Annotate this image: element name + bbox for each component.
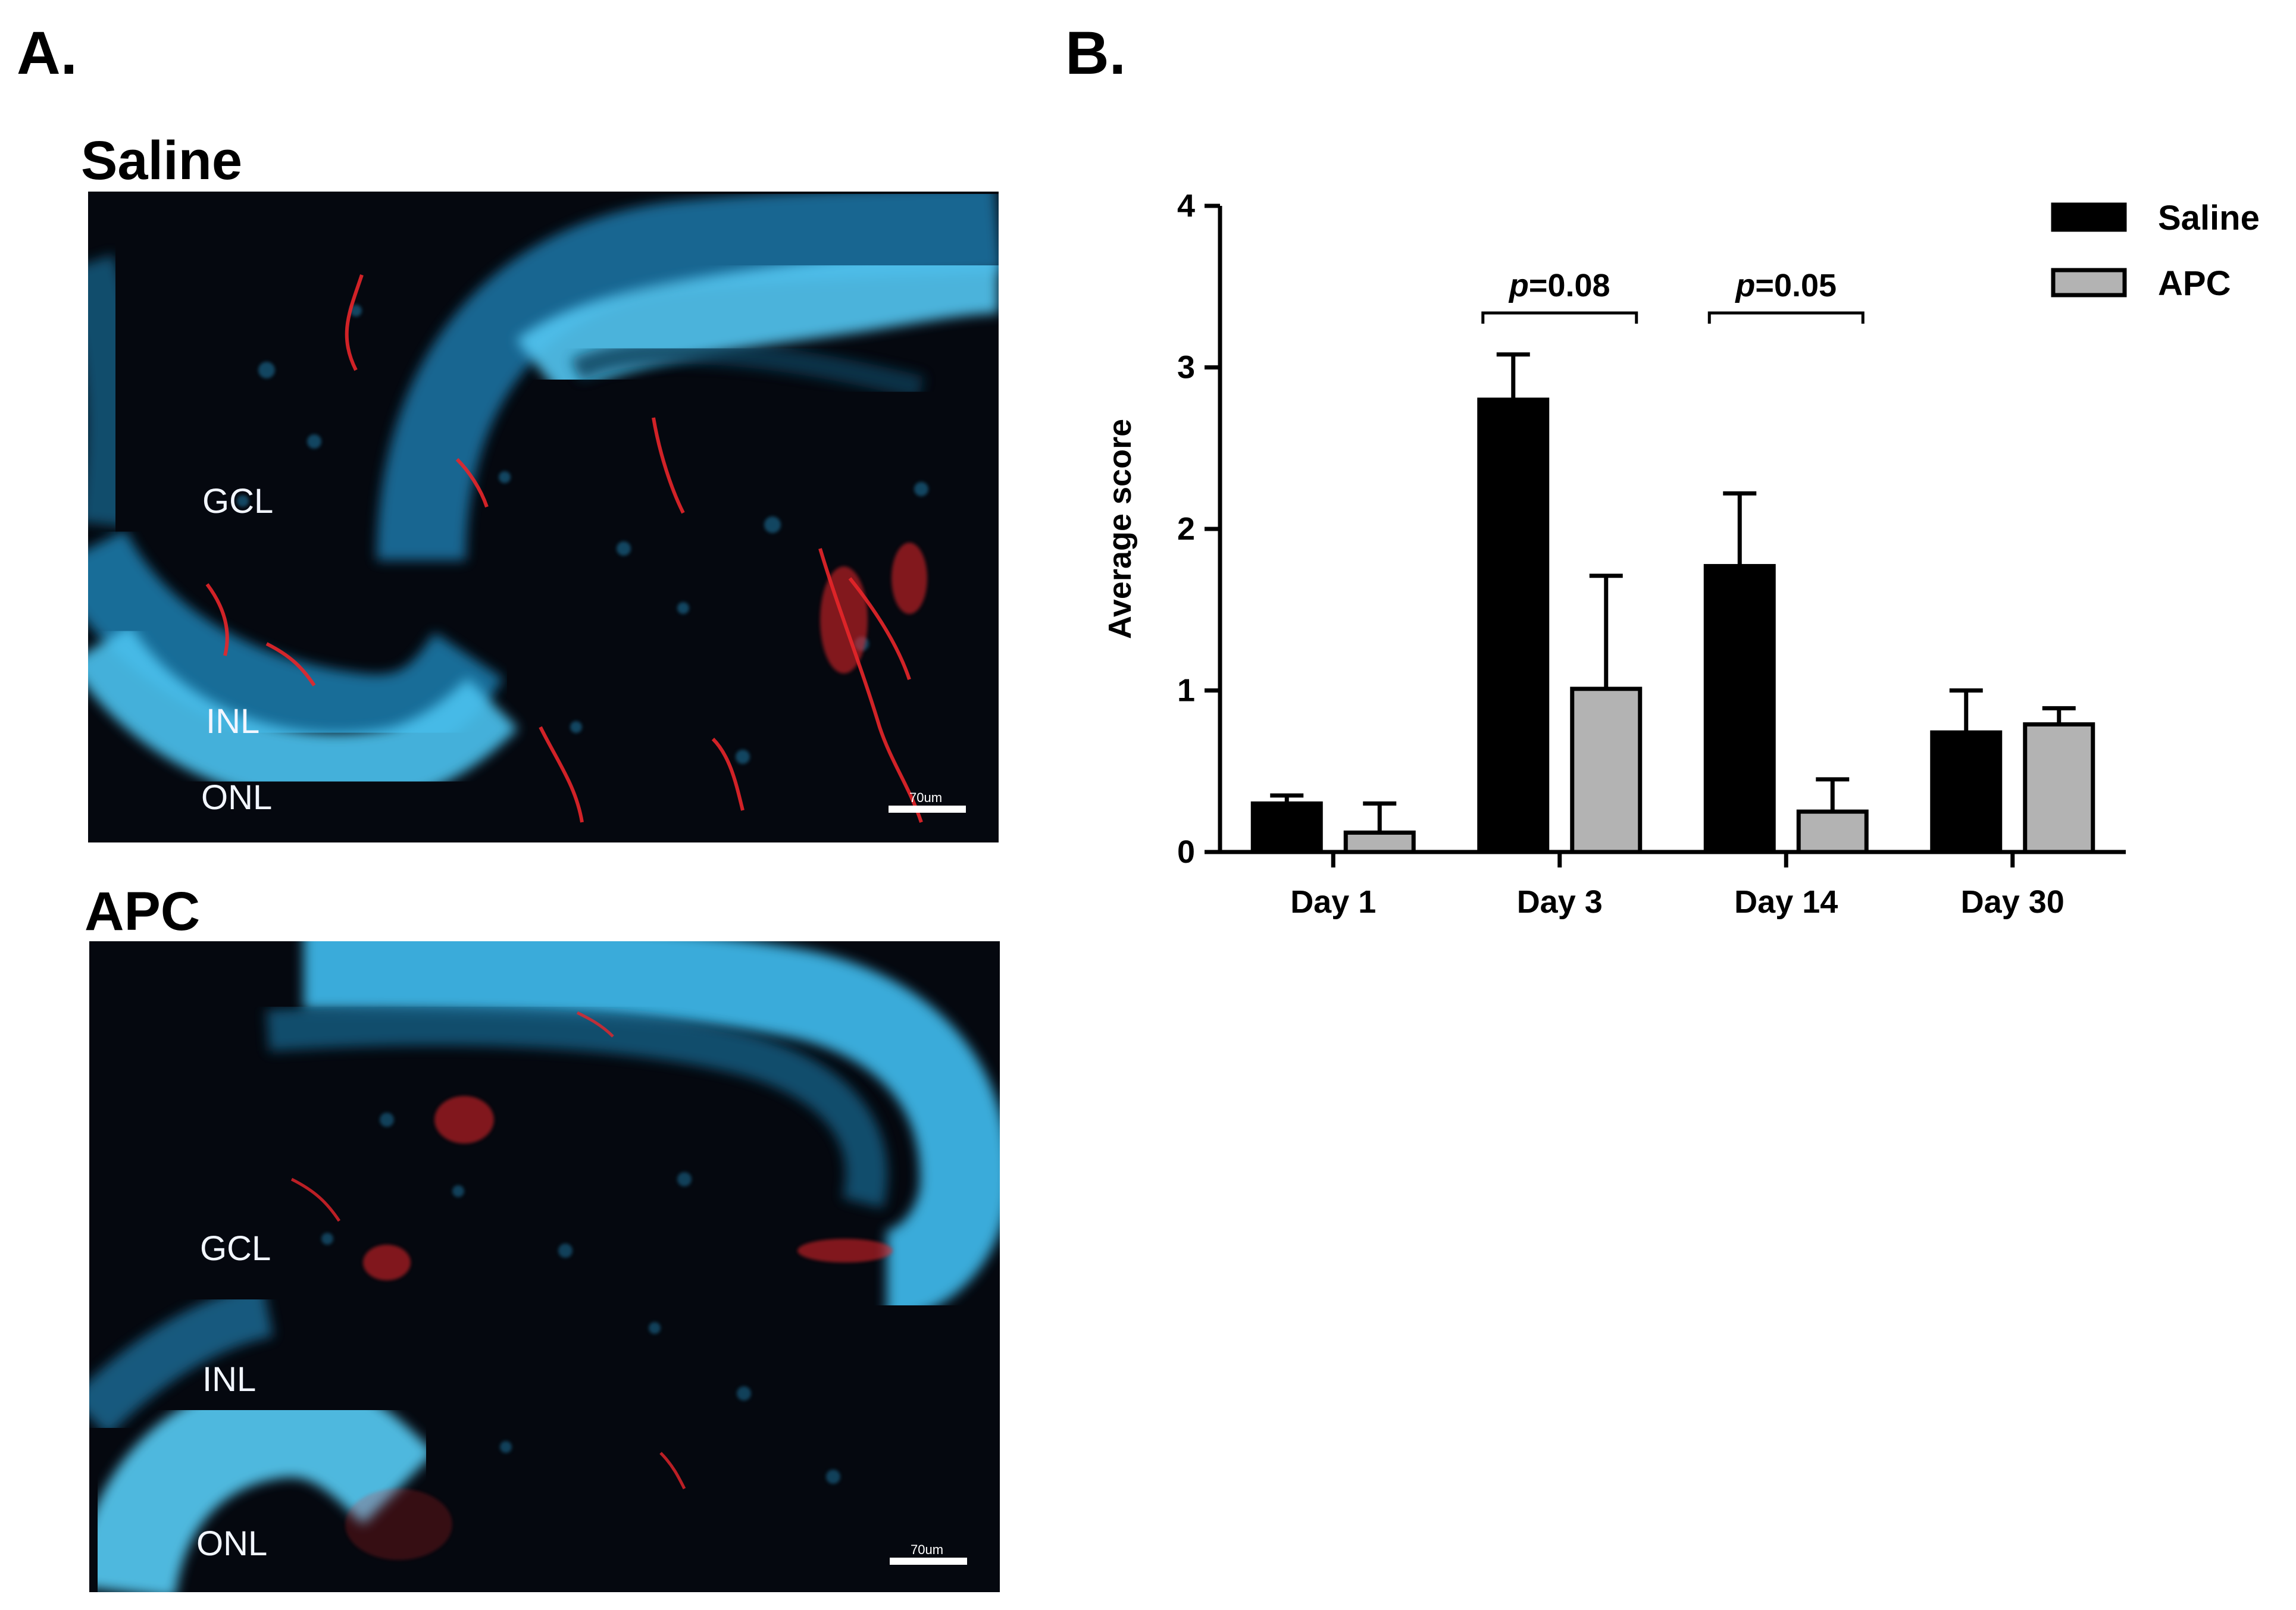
apc-micrograph-art <box>89 941 1000 1592</box>
significance-bracket <box>1707 311 1865 324</box>
saline-onl-label: ONL <box>201 778 273 817</box>
saline-micrograph-art <box>88 192 999 842</box>
apc-gcl-label: GCL <box>200 1229 271 1268</box>
y-tick-label: 4 <box>1177 188 1195 224</box>
y-tick-label: 3 <box>1177 350 1195 386</box>
legend-label-apc: APC <box>2158 264 2231 303</box>
bar-saline <box>1930 730 2003 854</box>
apc-onl-label: ONL <box>196 1524 268 1563</box>
apc-scalebar <box>890 1558 967 1565</box>
apc-image-title: APC <box>85 881 201 942</box>
significance-bracket <box>1481 311 1638 324</box>
y-tick-label: 0 <box>1177 834 1195 870</box>
significance-label: p=0.05 <box>1734 268 1837 303</box>
bar-chart: 0 1 2 3 4 Average score Day 1 Day 3 Day 14 Day 30… <box>1083 173 2273 958</box>
x-tick-label: Day 3 <box>1517 884 1603 920</box>
bar-saline <box>1250 801 1323 854</box>
bar-apc <box>1343 830 1416 854</box>
bar-apc <box>2023 722 2095 854</box>
bar-saline <box>1477 397 1550 854</box>
x-tick-label: Day 1 <box>1290 884 1376 920</box>
legend-swatch-saline <box>2051 202 2127 232</box>
bar-apc <box>1570 687 1643 854</box>
x-tick-label: Day 14 <box>1734 884 1838 920</box>
apc-inl-label: INL <box>202 1360 256 1399</box>
saline-inl-label: INL <box>206 702 260 741</box>
saline-gcl-label: GCL <box>202 482 274 521</box>
bar-chart-svg: 0 1 2 3 4 Average score Day 1 Day 3 Day 14 Day 30… <box>1102 188 2260 920</box>
panel-letter-a: A. <box>17 19 77 87</box>
bar-saline <box>1703 563 1776 854</box>
y-tick-label: 2 <box>1177 511 1195 547</box>
apc-scalebar-label: 70um <box>911 1542 944 1557</box>
y-tick-label: 1 <box>1177 673 1195 709</box>
saline-image-title: Saline <box>81 130 243 191</box>
saline-scalebar-label: 70um <box>909 790 943 805</box>
apc-micrograph: GCL INL ONL 70um <box>89 941 1000 1592</box>
legend-swatch-apc <box>2051 268 2127 297</box>
x-tick-label: Day 30 <box>1961 884 2064 920</box>
significance-label: p=0.08 <box>1508 268 1610 303</box>
legend-label-saline: Saline <box>2158 199 2260 237</box>
panel-letter-b: B. <box>1065 19 1126 87</box>
saline-scalebar <box>889 806 966 813</box>
y-axis-label: Average score <box>1102 419 1138 639</box>
saline-micrograph: GCL INL ONL 70um <box>88 192 999 842</box>
bar-apc <box>1796 809 1869 854</box>
